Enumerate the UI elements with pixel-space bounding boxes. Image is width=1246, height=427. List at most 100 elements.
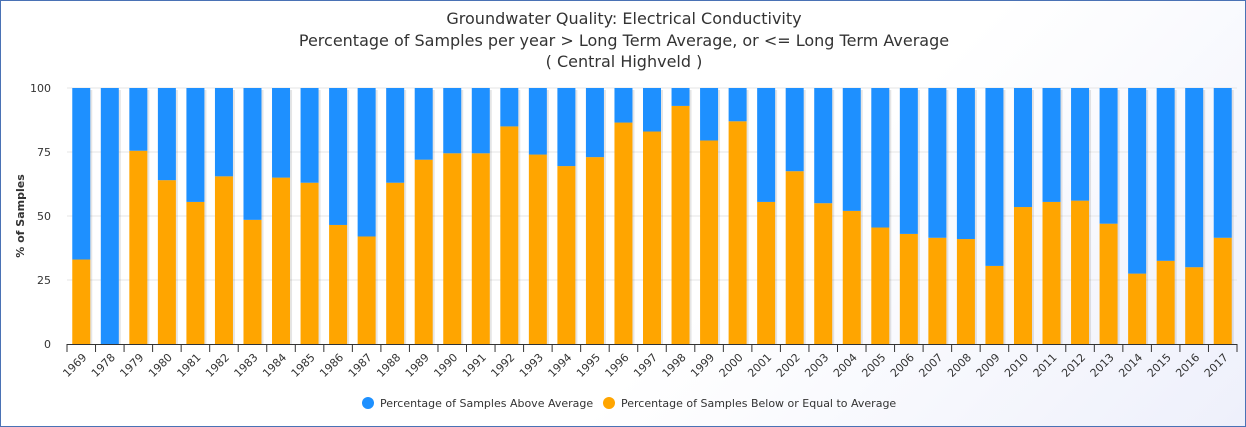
bar-below-average[interactable]	[985, 265, 1004, 344]
bar-above-average[interactable]	[956, 88, 975, 240]
bar-below-average[interactable]	[1185, 267, 1204, 344]
bar-above-average[interactable]	[728, 88, 747, 122]
bar-above-average[interactable]	[1156, 88, 1175, 261]
x-tick-label: 2016	[1173, 351, 1202, 380]
x-tick-label: 1987	[346, 351, 375, 380]
bar-below-average[interactable]	[1013, 207, 1032, 344]
bar-below-average[interactable]	[814, 203, 833, 344]
bar-below-average[interactable]	[757, 201, 776, 344]
bar-above-average[interactable]	[528, 88, 547, 155]
bar-below-average[interactable]	[1042, 201, 1061, 344]
bar-below-average[interactable]	[842, 210, 861, 344]
bar-above-average[interactable]	[186, 88, 205, 202]
x-tick-label: 2003	[802, 351, 831, 380]
x-tick-label: 1981	[175, 351, 204, 380]
bar-below-average[interactable]	[157, 180, 176, 344]
bar-below-average[interactable]	[186, 201, 205, 344]
bar-above-average[interactable]	[671, 88, 690, 106]
bar-above-average[interactable]	[700, 88, 719, 141]
bar-above-average[interactable]	[72, 88, 91, 260]
bar-above-average[interactable]	[100, 88, 119, 344]
bar-above-average[interactable]	[300, 88, 319, 183]
bar-below-average[interactable]	[700, 140, 719, 344]
x-tick-label: 1983	[232, 351, 261, 380]
bar-above-average[interactable]	[785, 88, 804, 172]
bar-above-average[interactable]	[1071, 88, 1090, 201]
bar-below-average[interactable]	[414, 159, 433, 344]
bar-above-average[interactable]	[1042, 88, 1061, 202]
bar-below-average[interactable]	[928, 237, 947, 344]
bar-below-average[interactable]	[785, 171, 804, 344]
bar-above-average[interactable]	[643, 88, 661, 132]
bar-below-average[interactable]	[614, 122, 633, 344]
legend-item[interactable]: Percentage of Samples Below or Equal to …	[603, 397, 896, 410]
bar-below-average[interactable]	[1156, 260, 1175, 344]
x-tick-label: 1991	[460, 351, 489, 380]
bar-above-average[interactable]	[585, 88, 604, 158]
bar-above-average[interactable]	[214, 88, 233, 177]
x-tick-label: 1994	[546, 351, 575, 380]
bar-below-average[interactable]	[386, 182, 405, 344]
bar-above-average[interactable]	[871, 88, 890, 228]
bar-below-average[interactable]	[1213, 237, 1232, 344]
x-tick-label: 2005	[859, 351, 888, 380]
bar-below-average[interactable]	[728, 121, 747, 344]
bar-above-average[interactable]	[1128, 88, 1147, 274]
bar-below-average[interactable]	[643, 131, 661, 344]
bar-below-average[interactable]	[585, 157, 604, 344]
bar-above-average[interactable]	[272, 88, 291, 178]
x-tick-label: 2007	[916, 351, 945, 380]
bar-below-average[interactable]	[214, 176, 233, 344]
y-tick-label: 75	[37, 146, 51, 159]
bar-above-average[interactable]	[557, 88, 576, 167]
bar-below-average[interactable]	[129, 150, 148, 344]
bar-above-average[interactable]	[357, 88, 376, 237]
bar-below-average[interactable]	[357, 236, 376, 344]
bar-above-average[interactable]	[471, 88, 490, 154]
bar-above-average[interactable]	[928, 88, 947, 238]
bar-above-average[interactable]	[814, 88, 833, 204]
bar-above-average[interactable]	[243, 88, 262, 220]
bar-above-average[interactable]	[386, 88, 405, 183]
bar-below-average[interactable]	[899, 233, 918, 344]
bar-above-average[interactable]	[129, 88, 148, 151]
bar-below-average[interactable]	[243, 219, 262, 344]
bar-above-average[interactable]	[757, 88, 776, 202]
bar-above-average[interactable]	[1099, 88, 1118, 224]
bar-above-average[interactable]	[614, 88, 633, 123]
bar-above-average[interactable]	[443, 88, 462, 154]
bar-below-average[interactable]	[72, 259, 91, 344]
bar-below-average[interactable]	[300, 182, 319, 344]
bar-below-average[interactable]	[272, 177, 291, 344]
legend-label: Percentage of Samples Above Average	[380, 397, 593, 410]
bar-below-average[interactable]	[528, 154, 547, 344]
bar-below-average[interactable]	[956, 239, 975, 344]
bar-below-average[interactable]	[1099, 223, 1118, 344]
bar-below-average[interactable]	[871, 227, 890, 344]
bar-above-average[interactable]	[157, 88, 176, 181]
bar-below-average[interactable]	[443, 153, 462, 344]
bar-above-average[interactable]	[1213, 88, 1232, 238]
bar-above-average[interactable]	[1185, 88, 1204, 268]
bar-below-average[interactable]	[471, 153, 490, 344]
bar-above-average[interactable]	[500, 88, 519, 127]
bar-above-average[interactable]	[329, 88, 348, 225]
legend-label: Percentage of Samples Below or Equal to …	[621, 397, 896, 410]
bar-above-average[interactable]	[985, 88, 1004, 266]
bar-above-average[interactable]	[842, 88, 861, 211]
bar-below-average[interactable]	[1071, 200, 1090, 344]
bar-below-average[interactable]	[329, 224, 348, 344]
y-axis-title: % of Samples	[14, 174, 27, 258]
x-tick-label: 1979	[117, 351, 146, 380]
bar-above-average[interactable]	[1013, 88, 1032, 208]
x-tick-label: 1986	[317, 351, 346, 380]
bar-below-average[interactable]	[557, 166, 576, 344]
bar-below-average[interactable]	[671, 105, 690, 344]
bar-above-average[interactable]	[899, 88, 918, 234]
bar-below-average[interactable]	[1128, 273, 1147, 344]
bar-above-average[interactable]	[414, 88, 433, 160]
bar-below-average[interactable]	[500, 126, 519, 345]
legend-item[interactable]: Percentage of Samples Above Average	[362, 397, 593, 410]
